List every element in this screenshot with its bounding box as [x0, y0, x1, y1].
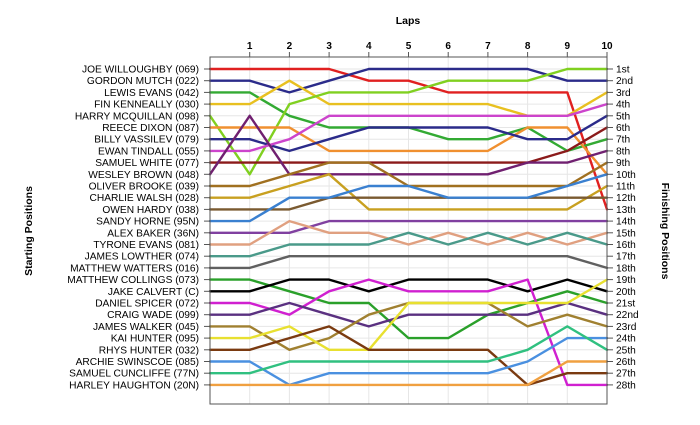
driver-line-10 — [208, 114, 609, 176]
finishing-label: 13th — [616, 205, 636, 216]
driver-line-8 — [208, 102, 609, 153]
finishing-label: 23rd — [616, 322, 637, 333]
finishing-label: 22nd — [616, 310, 639, 321]
driver-label: BILLY VASSILEV (079) — [94, 135, 199, 146]
driver-label: FIN KENNEALLY (030) — [94, 100, 199, 111]
x-tick-label: 7 — [485, 41, 491, 52]
finishing-label: 5th — [616, 111, 630, 122]
driver-label: JAMES WALKER (045) — [93, 322, 199, 333]
driver-line-6 — [208, 126, 609, 176]
chart-title: Laps — [396, 15, 421, 27]
finishing-label: 16th — [616, 240, 636, 251]
finishing-label: 17th — [616, 252, 636, 263]
x-tick-label: 9 — [565, 41, 571, 52]
driver-label: GORDON MUTCH (022) — [87, 76, 199, 87]
driver-label: HARLEY HAUGHTON (20N) — [69, 380, 199, 391]
x-tick-label: 2 — [287, 41, 293, 52]
finishing-label: 2nd — [616, 76, 633, 87]
driver-line-17 — [208, 231, 609, 258]
finishing-label: 11th — [616, 182, 635, 193]
driver-label: SAMUEL WHITE (077) — [95, 158, 199, 169]
finishing-label: 28th — [616, 380, 636, 391]
driver-line-7 — [208, 114, 609, 153]
driver-line-26 — [208, 336, 609, 387]
finishing-label: 12th — [616, 193, 636, 204]
x-tick-label: 10 — [601, 41, 613, 52]
driver-line-1 — [208, 67, 609, 211]
driver-label: JAMES LOWTHER (074) — [85, 252, 199, 263]
x-tick-label: 6 — [445, 41, 451, 52]
driver-label: JAKE CALVERT (C) — [108, 287, 199, 298]
driver-label: MATTHEW COLLINGS (073) — [67, 275, 199, 286]
finishing-label: 27th — [616, 369, 636, 380]
driver-line-14 — [208, 173, 609, 223]
y-axis-label-right: Finishing Positions — [659, 183, 671, 280]
driver-label: RHYS HUNTER (032) — [99, 345, 199, 356]
finishing-label: 1st — [616, 65, 630, 76]
driver-line-25 — [208, 325, 609, 387]
driver-line-20 — [208, 278, 609, 293]
driver-label: TYRONE EVANS (081) — [93, 240, 199, 251]
driver-label: ALEX BAKER (36N) — [107, 228, 199, 239]
finishing-label: 18th — [616, 263, 636, 274]
driver-label: JOE WILLOUGHBY (069) — [82, 65, 199, 76]
driver-line-27 — [208, 325, 609, 375]
driver-label: WESLEY BROWN (048) — [88, 170, 199, 181]
finishing-label: 19th — [616, 275, 636, 286]
finishing-label: 6th — [616, 123, 630, 134]
driver-line-9 — [208, 126, 609, 164]
driver-line-13 — [208, 196, 609, 211]
finishing-label: 4th — [616, 100, 630, 111]
driver-line-21 — [208, 278, 609, 387]
driver-label: LEWIS EVANS (042) — [104, 88, 199, 99]
finishing-label: 15th — [616, 228, 636, 239]
finishing-label: 10th — [616, 170, 636, 181]
finishing-label: 9th — [616, 158, 630, 169]
driver-line-18 — [208, 255, 609, 270]
x-tick-label: 5 — [406, 41, 412, 52]
finishing-label: 3rd — [616, 88, 631, 99]
driver-line-12 — [208, 173, 609, 211]
series-lines — [208, 67, 609, 387]
driver-label: CHARLIE WALSH (028) — [90, 193, 199, 204]
starting-position-labels: JOE WILLOUGHBY (069)GORDON MUTCH (022)LE… — [67, 65, 210, 391]
driver-line-28 — [208, 360, 609, 387]
driver-label: SAMUEL CUNCLIFFE (77N) — [69, 369, 199, 380]
finishing-label: 7th — [616, 135, 630, 146]
driver-line-16 — [208, 219, 609, 246]
driver-label: KAI HUNTER (095) — [111, 334, 199, 345]
finishing-label: 25th — [616, 345, 636, 356]
driver-label: SANDY HORNE (95N) — [96, 217, 199, 228]
finishing-label: 24th — [616, 334, 636, 345]
x-tick-label: 8 — [525, 41, 531, 52]
driver-line-22 — [208, 301, 609, 328]
driver-label: MATTHEW WATTERS (016) — [70, 263, 199, 274]
driver-line-19 — [208, 278, 609, 340]
driver-label: DANIEL SPICER (072) — [95, 299, 199, 310]
finishing-label: 21st — [616, 299, 635, 310]
x-tick-label: 1 — [247, 41, 253, 52]
driver-line-15 — [208, 219, 609, 235]
driver-label: OWEN HARDY (038) — [102, 205, 199, 216]
driver-label: ARCHIE SWINSCOE (085) — [76, 357, 199, 368]
finishing-label: 8th — [616, 146, 630, 157]
driver-label: OLIVER BROOKE (039) — [89, 182, 199, 193]
driver-label: CRAIG WADE (099) — [107, 310, 199, 321]
finishing-label: 14th — [616, 217, 636, 228]
driver-label: EWAN TINDALL (055) — [98, 146, 199, 157]
x-tick-label: 4 — [366, 41, 372, 52]
y-axis-label-left: Starting Positions — [23, 186, 35, 276]
driver-label: HARRY MCQUILLAN (098) — [75, 111, 199, 122]
driver-label: REECE DIXON (087) — [102, 123, 199, 134]
finishing-label: 20th — [616, 287, 636, 298]
driver-line-24 — [208, 278, 609, 351]
finishing-label: 26th — [616, 357, 636, 368]
x-tick-labels: 1 2 3 4 5 6 7 8 9 10 — [247, 41, 613, 57]
finishing-position-labels: 1st2nd3rd4th5th6th7th8th9th10th11th12th1… — [607, 65, 639, 391]
x-tick-label: 3 — [326, 41, 332, 52]
